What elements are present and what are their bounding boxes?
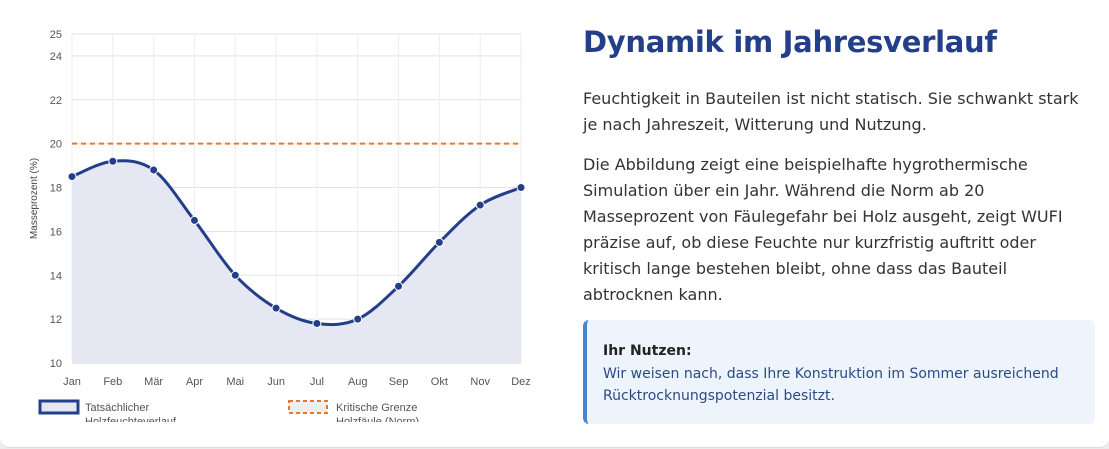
chart-legend: Tatsächlicher Holzfeuchteverlauf Kritische…	[38, 399, 419, 428]
x-tick-label: Jun	[267, 376, 285, 388]
data-point	[475, 200, 485, 210]
moisture-chart: 10 12 14 16 18 20 22 24 25 Jan Feb Mär Apr Mai Jun Jul A…	[29, 29, 531, 428]
data-point	[312, 319, 322, 329]
y-axis-title: Masseprozent (%)	[29, 158, 40, 239]
data-point	[516, 183, 526, 193]
data-point	[67, 172, 77, 182]
x-tick-label: Mai	[226, 376, 244, 388]
data-point	[271, 303, 281, 313]
data-point	[108, 156, 118, 166]
legend-label-actual-line1: Tatsächlicher	[85, 402, 150, 414]
benefit-callout: Ihr Nutzen: Wir weisen nach, dass Ihre K…	[583, 320, 1095, 424]
legend-label-critical-line1: Kritische Grenze	[336, 402, 417, 414]
y-tick-label: 20	[50, 139, 62, 151]
y-tick-label: 22	[50, 95, 62, 107]
y-tick-label: 12	[50, 314, 62, 326]
legend-label-actual: Tatsächlicher Holzfeuchteverlauf	[85, 402, 177, 428]
y-tick-label: 24	[50, 51, 62, 63]
data-point	[353, 314, 363, 324]
y-tick-label: 18	[50, 183, 62, 195]
x-tick-label: Dez	[511, 376, 531, 388]
x-tick-label: Aug	[348, 376, 368, 388]
intro-paragraph: Feuchtigkeit in Bauteilen ist nicht stat…	[583, 89, 1079, 134]
x-tick-label: Feb	[103, 376, 122, 388]
callout-title: Ihr Nutzen:	[603, 343, 692, 359]
legend-label-critical: Kritische Grenze Holzfäule (Norm)	[336, 402, 419, 428]
x-tick-label: Okt	[431, 376, 448, 388]
x-tick-label: Jan	[63, 376, 81, 388]
moisture-area	[72, 160, 521, 363]
y-tick-label: 25	[50, 29, 62, 41]
y-tick-label: 14	[50, 270, 62, 282]
y-tick-label: 10	[50, 358, 62, 370]
detail-paragraph: Die Abbildung zeigt eine beispielhafte h…	[583, 155, 1063, 304]
data-point	[230, 270, 240, 280]
legend-swatch-actual	[38, 399, 80, 415]
legend-label-critical-line2: Holzfäule (Norm)	[336, 416, 419, 428]
x-tick-label: Apr	[186, 376, 203, 388]
text-column: Dynamik im Jahresverlauf Feuchtigkeit in…	[583, 20, 1093, 308]
x-tick-label: Sep	[389, 376, 409, 388]
x-tick-label: Jul	[310, 376, 324, 388]
callout-text: Wir weisen nach, dass Ihre Konstruktion …	[603, 366, 1059, 404]
data-point	[149, 165, 159, 175]
data-point	[189, 215, 199, 225]
data-point	[394, 281, 404, 291]
data-point	[434, 237, 444, 247]
section-heading: Dynamik im Jahresverlauf	[583, 25, 997, 59]
x-tick-label: Nov	[470, 376, 490, 388]
y-tick-label: 16	[50, 226, 62, 238]
x-tick-label: Mär	[144, 376, 163, 388]
legend-label-actual-line2: Holzfeuchteverlauf	[85, 416, 177, 428]
legend-swatch-critical	[288, 400, 328, 414]
